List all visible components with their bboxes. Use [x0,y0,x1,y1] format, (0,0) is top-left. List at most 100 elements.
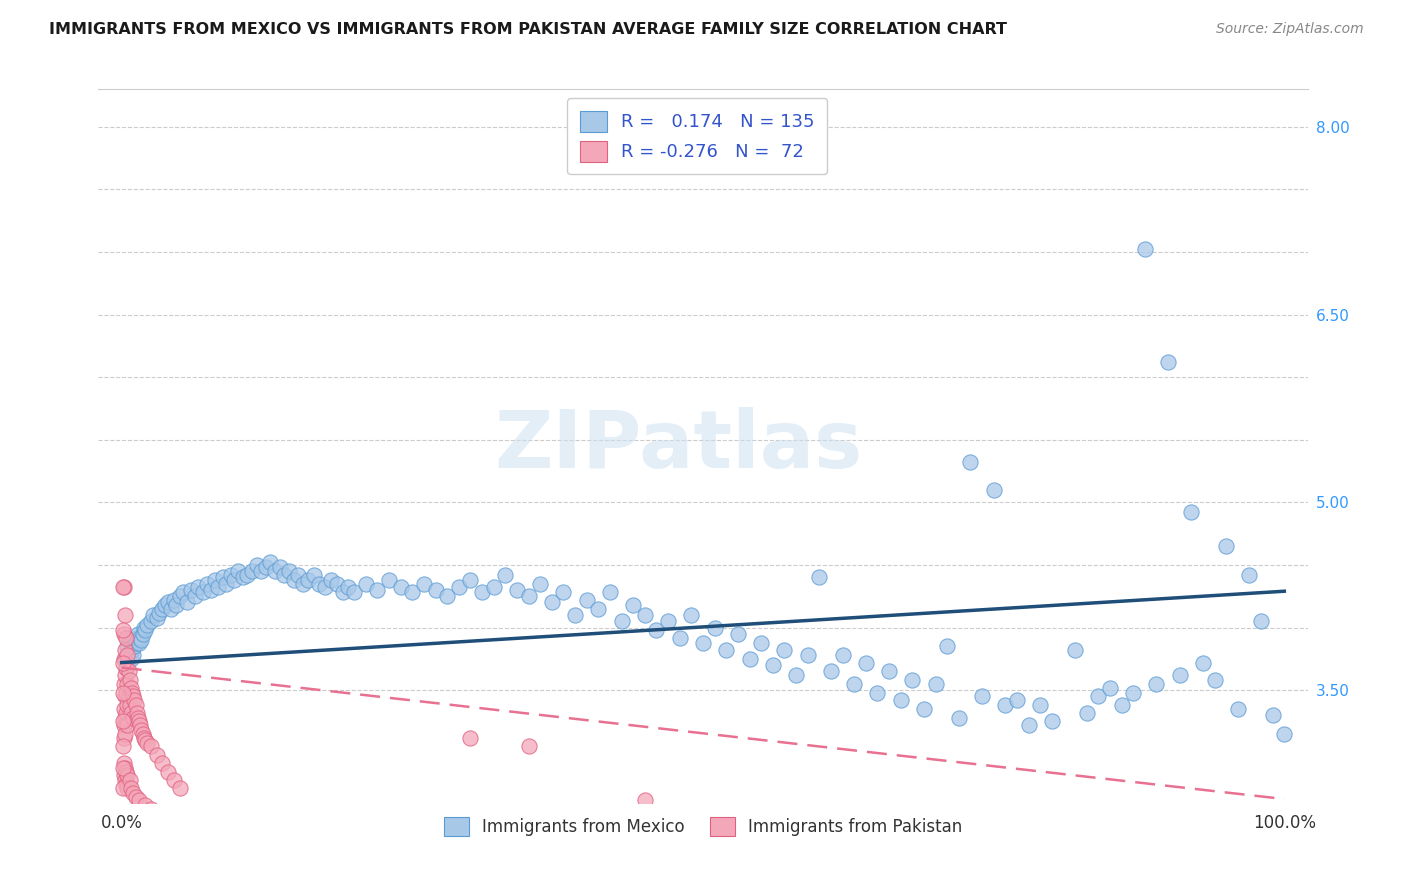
Point [111,739,134,754]
Point [132,731,155,745]
Text: ZIPatlas: ZIPatlas [495,407,863,485]
Point [588,601,610,615]
Point [117,648,139,662]
Point [111,685,134,699]
Point [114,643,136,657]
Point [599,585,621,599]
Point [117,768,139,782]
Point [187,581,209,595]
Point [129,631,152,645]
Point [1168,668,1191,682]
Point [124,693,146,707]
Point [240,564,263,578]
Point [219,568,242,582]
Point [436,589,458,603]
Point [831,648,853,662]
Point [112,718,135,732]
Point [127,627,149,641]
Point [165,598,187,612]
Point [114,761,136,775]
Point [120,706,142,720]
Point [1029,698,1052,713]
Point [292,576,315,591]
Point [111,656,134,670]
Point [332,585,354,599]
Point [1272,727,1295,741]
Point [114,668,136,682]
Point [855,656,877,670]
Point [703,621,725,635]
Point [122,711,145,725]
Point [890,693,912,707]
Point [796,648,818,662]
Point [681,607,703,622]
Point [983,483,1005,497]
Point [122,690,145,704]
Point [575,593,598,607]
Point [118,665,141,679]
Point [117,780,139,795]
Point [145,610,167,624]
Point [668,631,690,645]
Point [314,581,336,595]
Point [118,673,141,687]
Point [1076,706,1098,720]
Point [506,582,529,597]
Point [912,702,935,716]
Point [924,677,946,691]
Point [866,685,889,699]
Point [389,581,412,595]
Point [200,582,222,597]
Point [121,643,143,657]
Point [1250,614,1272,628]
Point [1261,708,1284,723]
Point [176,595,198,609]
Point [1239,568,1261,582]
Point [482,581,505,595]
Point [131,727,153,741]
Point [125,706,148,720]
Point [366,582,388,597]
Point [112,702,135,716]
Point [115,764,138,779]
Point [494,568,516,582]
Point [139,802,162,816]
Point [112,756,135,770]
Point [1111,698,1133,713]
Point [120,681,142,695]
Point [250,564,273,578]
Point [224,573,246,587]
Point [716,643,738,657]
Point [139,739,162,754]
Point [808,570,831,584]
Point [657,614,679,628]
Point [112,768,135,782]
Point [195,576,218,591]
Point [122,633,145,648]
Point [169,780,191,795]
Point [877,665,900,679]
Point [343,585,366,599]
Point [159,601,181,615]
Point [204,573,226,587]
Point [136,736,159,750]
Point [131,633,153,648]
Point [127,711,149,725]
Point [1018,718,1040,732]
Point [111,581,134,595]
Point [1087,690,1109,704]
Point [157,595,180,609]
Point [762,658,785,673]
Point [215,576,238,591]
Point [959,455,981,469]
Point [117,640,139,654]
Point [122,648,145,662]
Point [163,593,186,607]
Point [785,668,807,682]
Point [112,652,135,666]
Point [645,623,668,637]
Point [157,764,180,779]
Point [269,560,291,574]
Point [610,614,633,628]
Point [207,581,229,595]
